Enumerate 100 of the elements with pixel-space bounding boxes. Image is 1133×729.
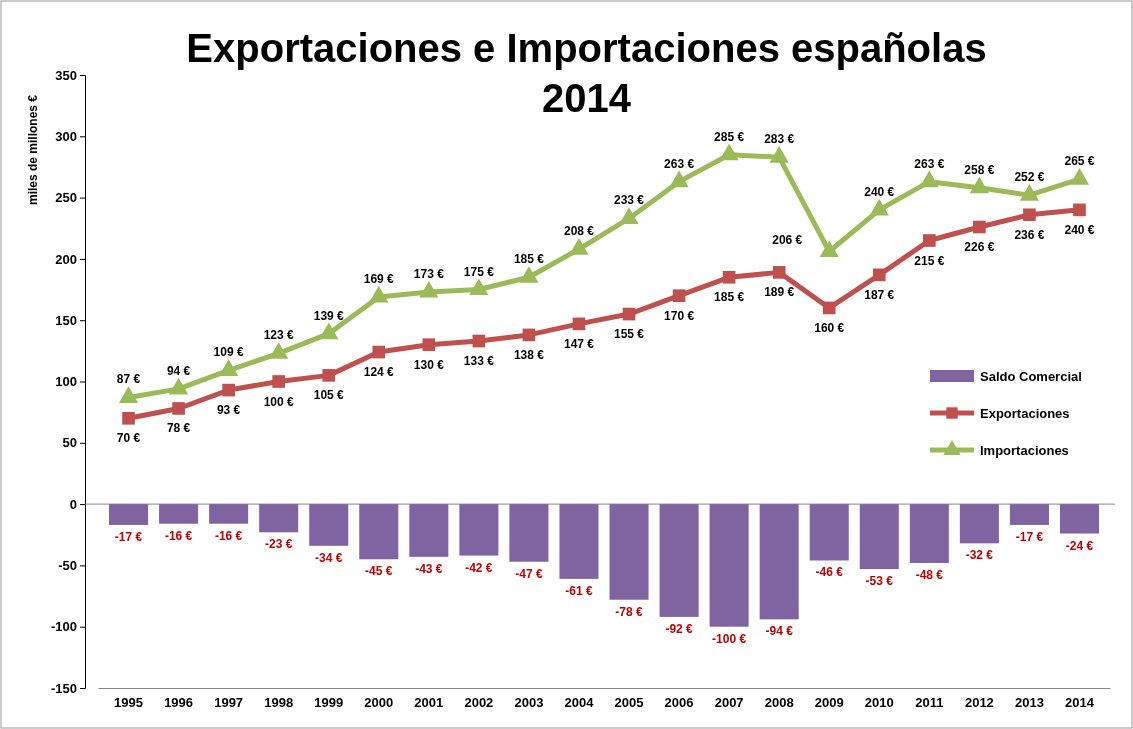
data-label: 94 € xyxy=(166,363,191,378)
point xyxy=(372,345,386,359)
data-label: -92 € xyxy=(665,621,694,636)
point xyxy=(722,270,736,284)
data-label: 70 € xyxy=(116,431,141,446)
x-tick-label: 2005 xyxy=(614,694,644,710)
point xyxy=(622,307,636,321)
data-label: 78 € xyxy=(166,421,191,436)
point xyxy=(619,207,639,224)
data-label: 187 € xyxy=(864,287,895,302)
data-label: 215 € xyxy=(914,253,945,268)
point xyxy=(719,143,739,161)
y-tick-label: 300 xyxy=(55,128,77,144)
data-label: 226 € xyxy=(964,240,995,255)
data-label: -53 € xyxy=(865,574,894,589)
data-label: 170 € xyxy=(664,308,695,323)
point xyxy=(172,402,185,415)
point xyxy=(222,383,235,397)
data-label: 258 € xyxy=(964,162,995,177)
legend-label: Importaciones xyxy=(980,443,1069,458)
data-label: 130 € xyxy=(413,357,445,372)
data-label: 208 € xyxy=(563,224,595,239)
point xyxy=(522,328,536,342)
point xyxy=(769,146,789,163)
data-label: 93 € xyxy=(216,403,241,418)
data-label: -42 € xyxy=(465,560,493,575)
point xyxy=(1069,168,1090,185)
point xyxy=(1019,184,1040,201)
y-tick-label: 250 xyxy=(55,190,77,206)
data-label: 155 € xyxy=(614,327,645,342)
x-tick-label: 1996 xyxy=(164,694,194,710)
data-label: 87 € xyxy=(116,372,141,387)
y-axis-title: miles de millones € xyxy=(26,94,40,206)
x-tick-label: 2014 xyxy=(1065,694,1095,710)
x-tick-label: 2009 xyxy=(814,694,844,710)
point xyxy=(973,220,986,234)
x-tick-label: 2012 xyxy=(964,694,994,710)
data-label: -43 € xyxy=(415,561,443,576)
x-tick-label: 1998 xyxy=(264,694,294,710)
x-tick-label: 1999 xyxy=(314,694,344,710)
point xyxy=(469,278,489,296)
data-label: 139 € xyxy=(313,308,345,323)
data-label: -46 € xyxy=(815,565,844,580)
data-label: 185 € xyxy=(714,290,745,305)
data-label: -16 € xyxy=(164,528,193,543)
data-label: 133 € xyxy=(463,354,495,369)
data-label: -94 € xyxy=(765,624,794,639)
data-label: 233 € xyxy=(614,193,645,208)
point xyxy=(969,176,989,194)
y-tick-label: -150 xyxy=(50,680,77,696)
point xyxy=(472,334,486,348)
data-label: -23 € xyxy=(265,537,293,552)
y-tick-label: 0 xyxy=(69,496,77,512)
data-label: -17 € xyxy=(1015,529,1044,544)
point xyxy=(872,268,886,282)
point xyxy=(822,301,836,315)
data-label: 189 € xyxy=(764,285,795,300)
data-label: 123 € xyxy=(263,328,295,343)
y-tick-label: 100 xyxy=(55,374,77,390)
data-label: -24 € xyxy=(1065,538,1094,553)
data-label: -34 € xyxy=(315,550,343,565)
point xyxy=(369,285,389,303)
data-label: 240 € xyxy=(864,184,895,199)
data-label: 240 € xyxy=(1064,222,1095,237)
point xyxy=(923,234,936,247)
data-label: -48 € xyxy=(915,567,944,582)
point xyxy=(572,317,586,331)
data-label: -45 € xyxy=(365,564,393,579)
chart-title: Exportaciones e Importaciones españolas xyxy=(186,26,987,70)
data-label: 206 € xyxy=(772,232,803,247)
point xyxy=(919,170,939,188)
data-label: 160 € xyxy=(814,320,845,335)
data-label: 285 € xyxy=(714,129,745,144)
point xyxy=(672,289,686,302)
data-label: -16 € xyxy=(214,528,243,543)
point xyxy=(322,369,336,382)
x-tick-label: 2003 xyxy=(514,694,544,710)
point xyxy=(772,266,786,279)
x-tick-label: 1995 xyxy=(114,694,143,710)
data-label: 169 € xyxy=(363,271,395,286)
y-tick-label: -100 xyxy=(50,619,77,635)
data-label: 263 € xyxy=(914,156,945,171)
x-tick-label: 2002 xyxy=(464,694,494,710)
data-label: 283 € xyxy=(764,132,795,147)
legend-label: Exportaciones xyxy=(980,406,1070,421)
point xyxy=(669,170,689,188)
x-tick-label: 2000 xyxy=(364,694,394,710)
y-tick-label: 150 xyxy=(55,312,77,328)
data-label: 173 € xyxy=(413,267,445,281)
x-tick-label: 2001 xyxy=(414,694,444,710)
data-label: -61 € xyxy=(565,583,593,598)
data-label: 105 € xyxy=(313,388,345,403)
x-tick-label: 2013 xyxy=(1014,694,1044,710)
data-label: 109 € xyxy=(213,345,244,360)
data-label: -47 € xyxy=(515,566,543,581)
data-label: 124 € xyxy=(363,365,395,380)
point xyxy=(569,237,589,255)
data-label: 252 € xyxy=(1014,170,1045,185)
legend-label: Saldo Comercial xyxy=(980,369,1082,384)
data-label: -78 € xyxy=(615,604,644,619)
